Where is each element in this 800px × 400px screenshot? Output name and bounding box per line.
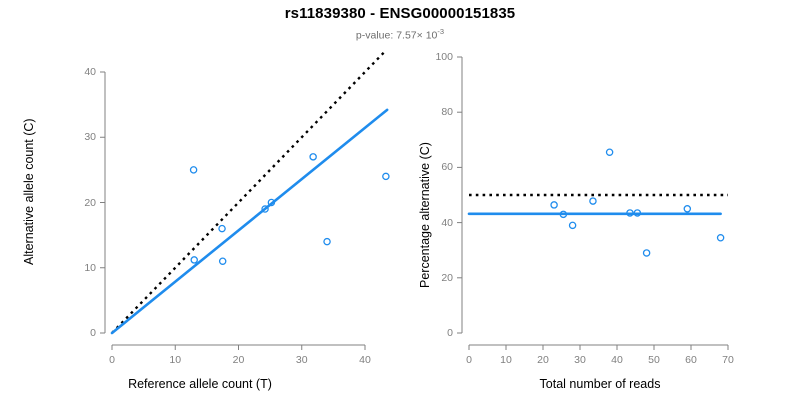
right-y-axis-title: Percentage alternative (C) (418, 142, 432, 288)
y-tick-label: 40 (84, 66, 96, 78)
data-point (605, 148, 614, 156)
x-tick-label: 10 (169, 354, 182, 366)
scatter-panel-allele-counts: 0 10 20 30 40 0 10 20 30 40 Reference allele coun… (22, 51, 390, 391)
y-tick-label: 100 (435, 51, 453, 63)
left-x-axis-title: Reference allele count (T) (128, 377, 272, 391)
x-tick-label: 60 (685, 354, 697, 366)
data-point (568, 221, 577, 230)
p-value-prefix: p-value: 7.57 (355, 29, 417, 42)
identity-reference-line (111, 51, 385, 334)
y-tick-label: 20 (441, 271, 453, 284)
data-point (382, 172, 390, 181)
page-title: rs11839380 - ENSG00000151835 (284, 5, 516, 22)
data-point (642, 249, 651, 257)
data-point (190, 256, 198, 264)
y-tick-label: 20 (84, 196, 96, 209)
x-tick-label: 20 (537, 354, 549, 366)
x-tick-label: 0 (466, 354, 472, 366)
data-point (261, 205, 269, 213)
data-point (559, 210, 568, 219)
left-y-axis-title: Alternative allele count (C) (22, 118, 36, 265)
y-tick-label: 30 (84, 131, 96, 144)
data-point (633, 209, 642, 217)
p-value-subtitle: p-value: 7.57× 10-3 (0, 27, 800, 42)
right-x-axis-title: Total number of reads (539, 377, 661, 391)
y-tick-label: 0 (90, 327, 96, 339)
data-point (309, 153, 317, 161)
x-tick-label: 20 (232, 354, 245, 366)
x-tick-label: 0 (109, 354, 115, 366)
x-tick-label: 40 (359, 354, 371, 366)
data-point (626, 209, 634, 217)
data-point (267, 198, 276, 207)
data-point (218, 224, 226, 233)
y-tick-label: 80 (441, 106, 453, 119)
y-tick-label: 40 (441, 216, 453, 229)
data-point (589, 197, 597, 205)
p-value-exponent: -3 (437, 27, 445, 36)
left-plot-canvas (100, 51, 390, 350)
x-tick-label: 10 (500, 354, 512, 366)
y-tick-label: 60 (441, 161, 453, 174)
x-tick-label: 40 (611, 354, 623, 366)
p-value-base: 10 (425, 29, 438, 42)
x-tick-label: 30 (574, 354, 586, 366)
regression-fit-line (110, 108, 389, 335)
x-tick-label: 70 (722, 354, 734, 366)
data-point (189, 166, 198, 174)
data-point (716, 234, 725, 242)
right-plot-canvas (457, 56, 729, 350)
data-point (323, 237, 331, 246)
x-tick-label: 30 (295, 354, 308, 366)
multiplication-sign: × (416, 29, 423, 42)
x-tick-label: 50 (648, 354, 660, 366)
data-point (218, 257, 227, 265)
y-tick-label: 10 (84, 261, 96, 274)
scatter-panel-percentage: 0 20 40 60 80 100 0 10 20 30 40 50 60 70 Total number… (400, 0, 800, 400)
data-point (683, 205, 692, 213)
y-tick-label: 0 (447, 327, 453, 339)
data-point (550, 201, 558, 209)
